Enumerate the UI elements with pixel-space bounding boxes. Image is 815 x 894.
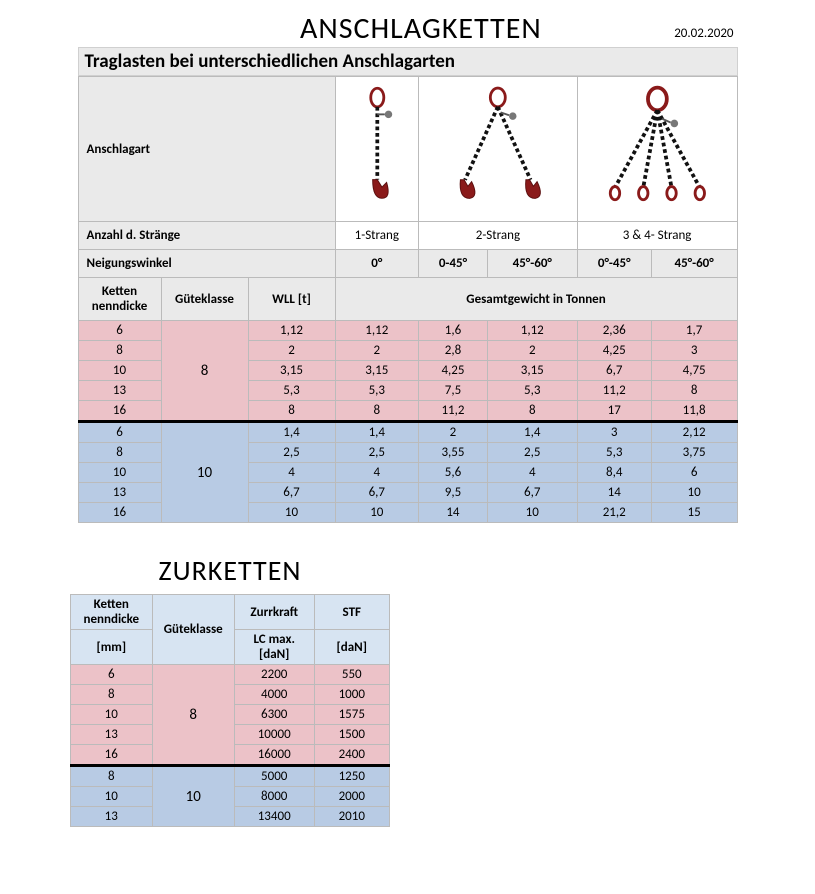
- anschlag-title: ANSCHLAGKETTEN: [78, 10, 675, 47]
- row-anschlagart-label: Anschlagart: [78, 77, 335, 222]
- anschlag-table: Anschlagart: [78, 76, 738, 523]
- angle-45-60b: 45°-60°: [651, 250, 737, 278]
- strand-34: 3 & 4- Strang: [577, 222, 737, 250]
- table-row: 81050001250: [71, 766, 390, 787]
- zurr-table: Ketten nenndicke Güteklasse Zurrkraft ST…: [70, 594, 390, 827]
- table-row: 682200550: [71, 665, 390, 685]
- z-col-dan: [daN]: [314, 630, 389, 665]
- col-kette: Ketten nenndicke: [78, 278, 161, 321]
- strand-1: 1-Strang: [335, 222, 419, 250]
- z-col-mm: [mm]: [71, 630, 153, 665]
- zurketten-section: ZURKETTEN Ketten nenndicke Güteklasse Zu…: [70, 553, 390, 827]
- sling-3-4-strand-icon: [577, 77, 737, 222]
- table-row: 6101,41,421,432,12: [78, 422, 737, 443]
- z-col-lc: LC max. [daN]: [234, 630, 314, 665]
- z-col-stf: STF: [314, 595, 389, 630]
- angle-0-45: 0-45°: [419, 250, 488, 278]
- row-angle-label: Neigungswinkel: [78, 250, 335, 278]
- angle-0: 0°: [335, 250, 419, 278]
- strand-2: 2-Strang: [419, 222, 578, 250]
- table-row: 681,121,121,61,122,361,7: [78, 321, 737, 341]
- col-gesamt: Gesamtgewicht in Tonnen: [335, 278, 737, 321]
- anschlag-date: 20.02.2020: [674, 26, 737, 47]
- z-col-zurr: Zurrkraft: [234, 595, 314, 630]
- col-wll: WLL [t]: [248, 278, 335, 321]
- sling-1-strand-icon: [335, 77, 419, 222]
- anschlagketten-section: ANSCHLAGKETTEN 20.02.2020 Traglasten bei…: [78, 10, 738, 523]
- sling-2-strand-icon: [419, 77, 578, 222]
- angle-0-45b: 0°-45°: [577, 250, 651, 278]
- z-col-gk: Güteklasse: [152, 595, 234, 665]
- anschlag-subtitle: Traglasten bei unterschiedlichen Anschla…: [78, 47, 738, 76]
- z-col-kette: Ketten nenndicke: [71, 595, 153, 630]
- col-gk: Güteklasse: [161, 278, 248, 321]
- row-strands-label: Anzahl d. Stränge: [78, 222, 335, 250]
- zurr-title: ZURKETTEN: [70, 553, 390, 588]
- angle-45-60: 45°-60°: [487, 250, 577, 278]
